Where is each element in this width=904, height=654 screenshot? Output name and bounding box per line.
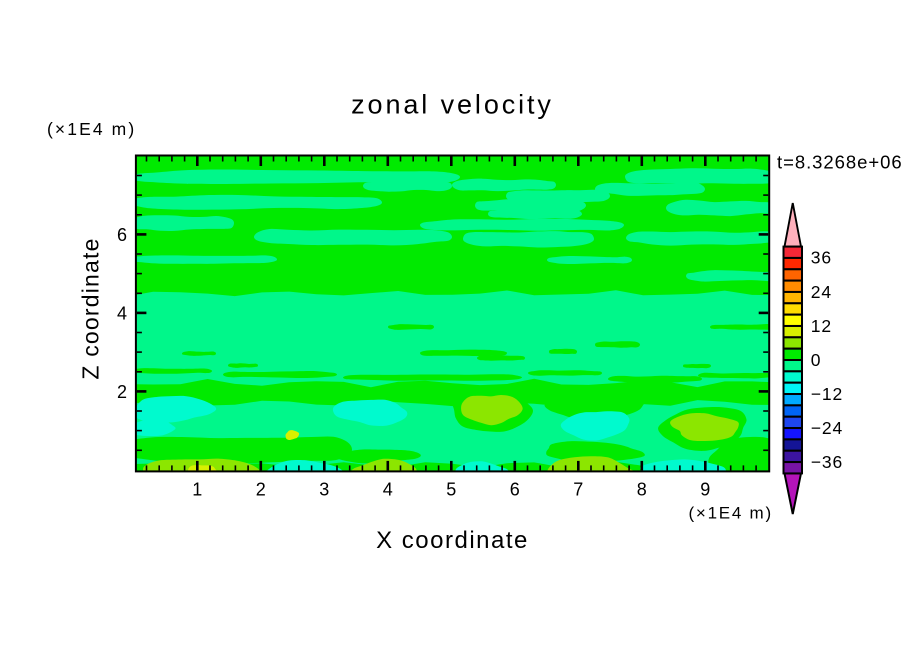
svg-text:12: 12 [811, 316, 832, 336]
svg-text:8: 8 [637, 479, 647, 499]
svg-text:9: 9 [700, 479, 710, 499]
svg-text:0: 0 [811, 350, 822, 370]
svg-text:1: 1 [192, 479, 202, 499]
svg-text:(×1E4 m): (×1E4 m) [689, 504, 773, 523]
svg-text:6: 6 [510, 479, 520, 499]
svg-text:36: 36 [811, 248, 832, 268]
svg-text:4: 4 [383, 479, 393, 499]
svg-text:−12: −12 [811, 384, 843, 404]
svg-text:3: 3 [319, 479, 329, 499]
svg-text:4: 4 [117, 303, 127, 323]
svg-text:−24: −24 [811, 418, 843, 438]
svg-text:Z coordinate: Z coordinate [78, 237, 104, 379]
svg-text:t=8.3268e+06: t=8.3268e+06 [777, 152, 903, 173]
svg-text:7: 7 [573, 479, 583, 499]
svg-text:5: 5 [446, 479, 456, 499]
svg-text:X coordinate: X coordinate [376, 527, 529, 554]
svg-text:zonal velocity: zonal velocity [351, 90, 554, 120]
svg-text:2: 2 [117, 382, 127, 402]
svg-text:2: 2 [256, 479, 266, 499]
svg-text:−36: −36 [811, 452, 843, 472]
svg-text:24: 24 [811, 282, 832, 302]
svg-text:(×1E4 m): (×1E4 m) [47, 119, 136, 139]
svg-text:6: 6 [117, 225, 127, 245]
